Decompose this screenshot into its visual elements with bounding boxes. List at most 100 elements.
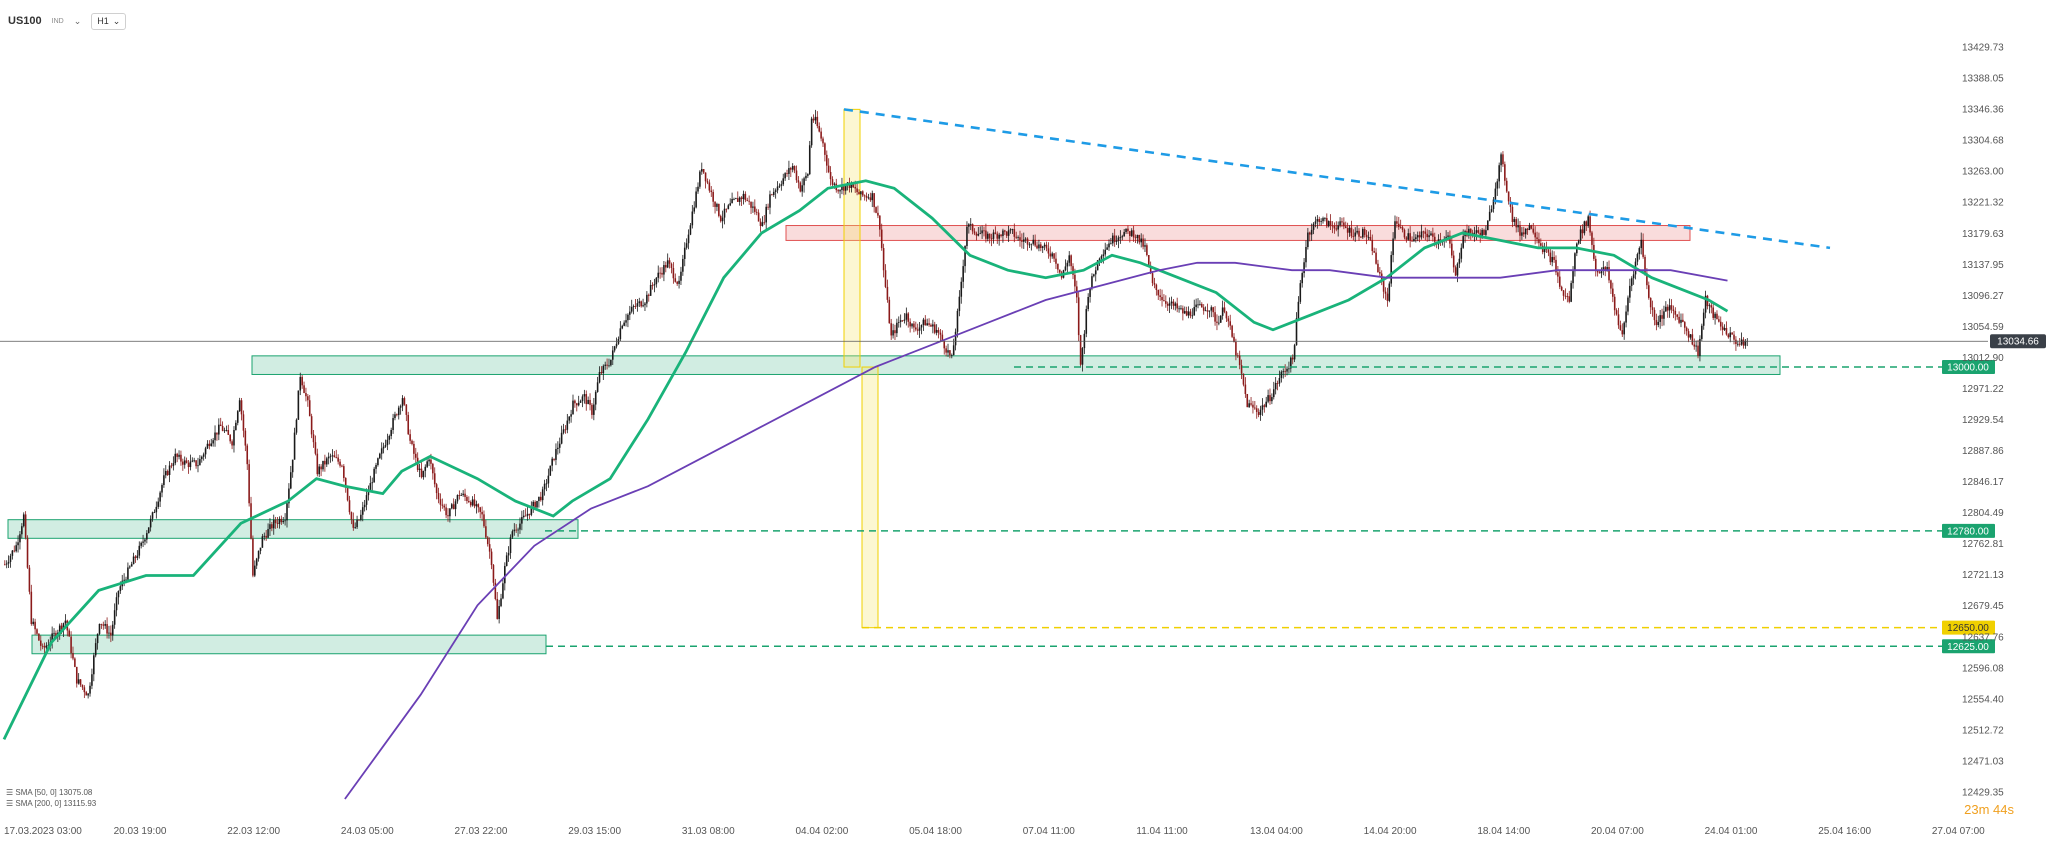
projection-rect[interactable] xyxy=(861,366,879,629)
candle-body xyxy=(685,243,688,248)
candle-body xyxy=(1026,238,1029,245)
candle-body xyxy=(977,234,980,236)
candle-body xyxy=(178,454,180,457)
candle-body xyxy=(833,183,836,185)
candle-body xyxy=(1727,334,1730,338)
candle-body xyxy=(1221,307,1224,316)
trendline[interactable] xyxy=(843,108,1831,250)
candle-body xyxy=(1019,237,1021,241)
candle-body xyxy=(808,145,811,175)
candle-body xyxy=(223,430,226,432)
candle-body xyxy=(867,197,870,199)
candle-body xyxy=(1267,395,1269,402)
candle-body xyxy=(1420,231,1423,238)
y-tick-label: 13012.90 xyxy=(1962,353,2004,364)
candle-body xyxy=(1507,191,1510,202)
chevron-down-icon: ⌄ xyxy=(112,15,121,26)
sma50-line[interactable] xyxy=(2,179,1729,741)
y-tick-label: 12679.45 xyxy=(1962,601,2004,612)
candle-body xyxy=(185,460,188,463)
candle-body xyxy=(1011,229,1014,230)
candle-body xyxy=(1174,303,1177,306)
candle-body xyxy=(502,583,504,599)
candle-body xyxy=(452,504,455,510)
candle-body xyxy=(589,399,591,405)
candle-body xyxy=(312,434,315,443)
candle-body xyxy=(1534,232,1536,238)
candle-body xyxy=(630,306,633,312)
candle-body xyxy=(600,372,603,374)
zone-rect[interactable] xyxy=(251,355,1781,375)
candle-body xyxy=(818,126,821,132)
candle-countdown: 23m 44s xyxy=(1964,802,2014,817)
candle-body xyxy=(41,645,44,647)
candle-body xyxy=(301,376,303,386)
candle-body xyxy=(905,313,908,320)
candle-body xyxy=(1096,260,1099,271)
candle-body xyxy=(1225,311,1228,319)
zone-rect[interactable] xyxy=(7,519,579,539)
projection-rect[interactable] xyxy=(843,108,861,368)
candle-body xyxy=(333,455,336,458)
candle-body xyxy=(1695,345,1697,347)
candle-body xyxy=(839,190,841,192)
candle-body xyxy=(1129,231,1131,236)
candle-body xyxy=(744,193,747,200)
candle-body xyxy=(4,564,6,566)
candle-body xyxy=(276,522,279,524)
candle-body xyxy=(1159,295,1161,297)
candle-body xyxy=(543,483,546,490)
candle-body xyxy=(1055,258,1057,264)
candle-body xyxy=(564,429,567,431)
candle-body xyxy=(577,402,580,406)
y-tick-label: 12512.72 xyxy=(1962,725,2004,736)
y-tick-label: 12471.03 xyxy=(1962,756,2004,767)
candle-body xyxy=(909,321,911,327)
zone-rect[interactable] xyxy=(31,634,547,655)
candle-body xyxy=(1407,233,1410,240)
candle-body xyxy=(1236,355,1239,357)
legend-sma200-name: SMA [200, 0] xyxy=(15,799,62,808)
candle-body xyxy=(1111,235,1114,244)
legend-sma50[interactable]: ☰ SMA [50, 0] 13075.08 xyxy=(6,787,96,798)
candle-body xyxy=(1680,319,1682,323)
candle-body xyxy=(992,232,995,239)
candle-body xyxy=(394,414,396,419)
candle-body xyxy=(498,606,500,619)
candle-body xyxy=(371,482,374,484)
candle-body xyxy=(115,597,118,611)
candle-body xyxy=(716,203,718,207)
candle-body xyxy=(1712,307,1714,318)
candle-body xyxy=(907,313,910,322)
legend-sma200[interactable]: ☰ SMA [200, 0] 13115.93 xyxy=(6,798,96,809)
candle-body xyxy=(286,503,288,521)
candle-body xyxy=(405,404,408,415)
candle-body xyxy=(663,265,665,275)
chart-toolbar: US100 IND ⌄ H1 ⌄ xyxy=(8,10,127,32)
timeframe-select[interactable]: H1 ⌄ xyxy=(91,12,127,30)
candle-body xyxy=(386,439,389,446)
candle-body xyxy=(888,299,891,324)
symbol-label[interactable]: US100 xyxy=(8,15,42,27)
sma200-line[interactable] xyxy=(344,261,1728,800)
candle-body xyxy=(81,684,84,688)
candle-body xyxy=(1041,246,1044,248)
candle-body xyxy=(1619,325,1622,331)
candle-body xyxy=(522,515,525,518)
candle-body xyxy=(947,350,949,353)
candle-body xyxy=(272,519,275,529)
zone-rect[interactable] xyxy=(785,225,1691,241)
candle-body xyxy=(1246,393,1249,408)
candle-body xyxy=(530,506,533,515)
candle-body xyxy=(1714,313,1716,318)
candle-body xyxy=(683,247,686,259)
candle-body xyxy=(1670,305,1673,310)
candle-body xyxy=(996,233,999,239)
chevron-down-icon[interactable]: ⌄ xyxy=(73,15,82,26)
candle-body xyxy=(803,178,805,186)
candle-body xyxy=(1066,262,1069,267)
candle-body xyxy=(1210,307,1213,311)
candle-body xyxy=(858,192,860,195)
candle-body xyxy=(176,453,178,457)
